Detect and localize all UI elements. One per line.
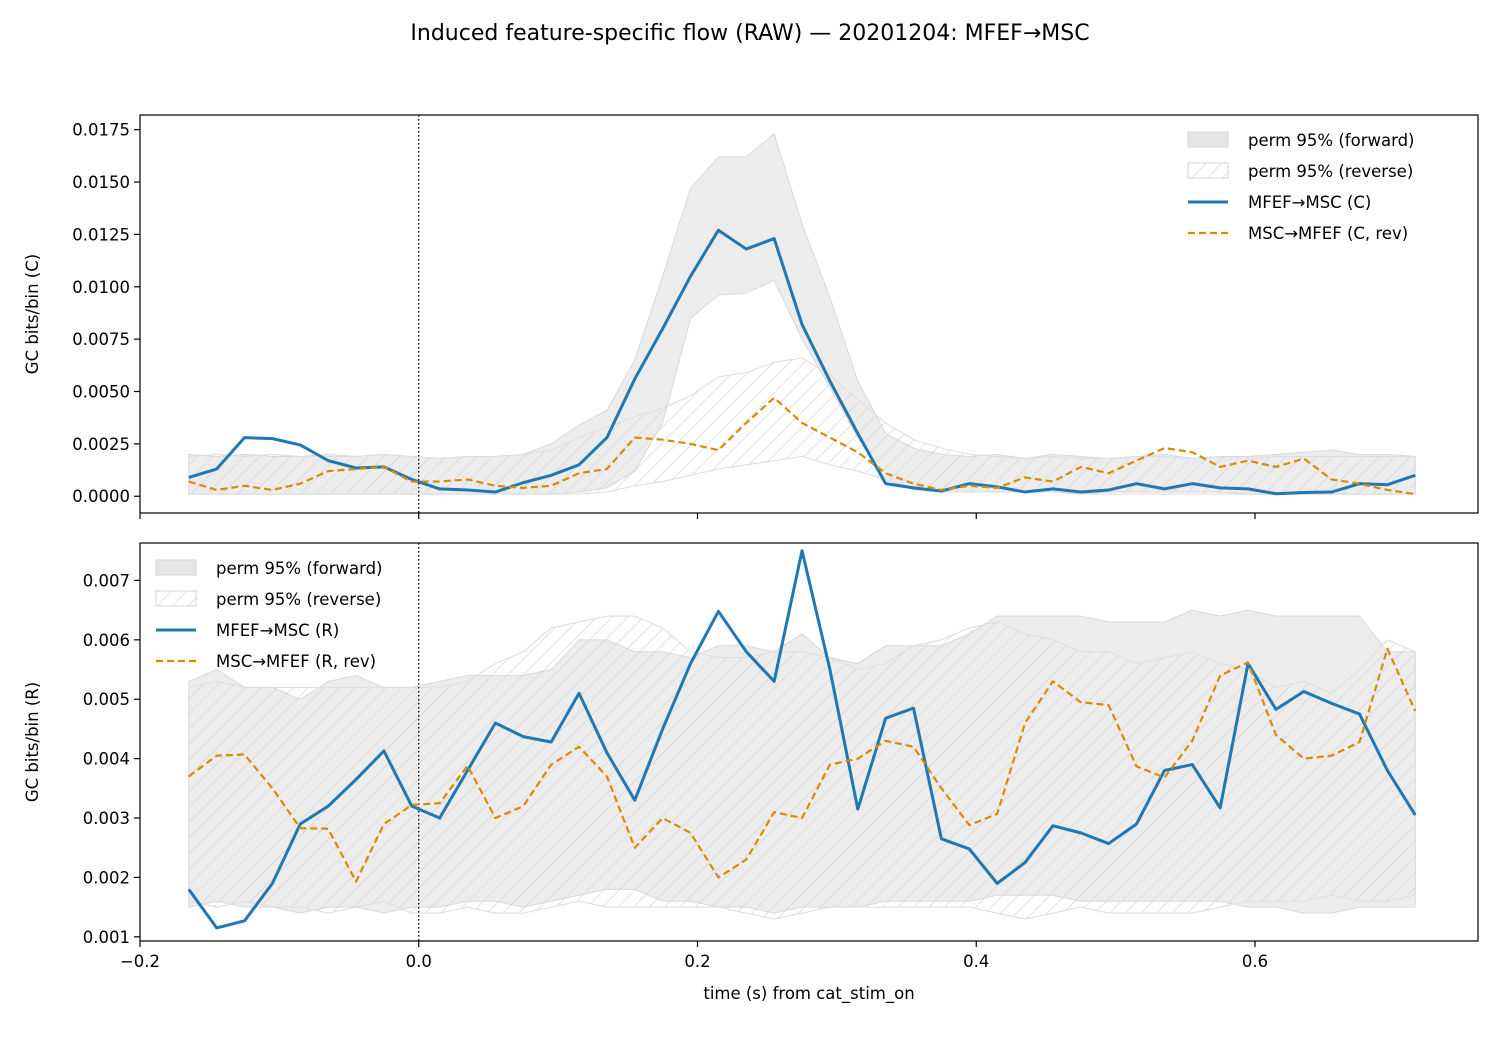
axes-frame: [139, 114, 1479, 514]
legend-swatch-reverse-band: [1187, 162, 1229, 179]
legend-label: perm 95% (forward): [1248, 131, 1415, 150]
series-reverse-line: [188, 396, 1416, 496]
x-tick-label: 0.4: [963, 952, 989, 971]
y-tick-label: 0.002: [83, 868, 130, 887]
y-tick-label: 0.005: [83, 690, 130, 709]
top-panel: 0.0000 0.0025 0.0050 0.0075 0.0100 0.0125 0.01…: [23, 114, 1479, 519]
legend-label: perm 95% (reverse): [216, 590, 381, 609]
y-tick-label: 0.006: [83, 631, 130, 650]
y-axis-label: GC bits/bin (C): [23, 254, 42, 374]
legend-label: MSC→MFEF (C, rev): [1248, 224, 1408, 243]
y-tick-label: 0.007: [83, 571, 130, 590]
y-tick-label: 0.0000: [72, 487, 130, 506]
legend-swatch-reverse-band: [155, 590, 197, 607]
series-forward-line: [187, 549, 1417, 930]
x-tick-label: 0.6: [1242, 952, 1268, 971]
y-tick-label: 0.0075: [72, 330, 130, 349]
legend: perm 95% (forward) perm 95% (reverse) MFEF…: [1187, 131, 1415, 243]
legend-label: perm 95% (reverse): [1248, 162, 1413, 181]
y-tick-label: 0.0175: [72, 121, 130, 140]
legend: perm 95% (forward) perm 95% (reverse) MFEF…: [155, 559, 383, 671]
y-tick-label: 0.0125: [72, 225, 130, 244]
axes-frame: [139, 542, 1479, 942]
y-tick-label: 0.003: [83, 809, 130, 828]
legend-label: MSC→MFEF (R, rev): [216, 652, 376, 671]
y-tick-label: 0.0150: [72, 173, 130, 192]
y-axis-label: GC bits/bin (R): [23, 682, 42, 802]
x-axis-label: time (s) from cat_stim_on: [703, 984, 914, 1004]
legend-label: MFEF→MSC (C): [1248, 193, 1371, 212]
legend-label: perm 95% (forward): [216, 559, 383, 578]
bottom-panel: 0.001 0.002 0.003 0.004 0.005 0.006 0.007 −0.2 0…: [23, 542, 1479, 1004]
x-tick-label: 0.0: [406, 952, 432, 971]
series-reverse-line: [188, 647, 1417, 883]
x-tick-label: 0.2: [684, 952, 710, 971]
y-tick-label: 0.0025: [72, 435, 130, 454]
legend-swatch-forward-band: [155, 559, 197, 576]
plot-area: [188, 115, 1416, 513]
legend-label: MFEF→MSC (R): [216, 621, 339, 640]
band-reverse: [188, 357, 1416, 495]
figure-title: Induced feature-specific flow (RAW) — 20…: [410, 21, 1089, 46]
y-tick-label: 0.001: [83, 928, 130, 947]
y-tick-label: 0.004: [83, 750, 130, 769]
y-tick-label: 0.0100: [72, 278, 130, 297]
plot-area: [187, 543, 1417, 941]
legend-swatch-forward-band: [1187, 131, 1229, 148]
y-tick-label: 0.0050: [72, 383, 130, 402]
x-tick-label: −0.2: [120, 952, 160, 971]
